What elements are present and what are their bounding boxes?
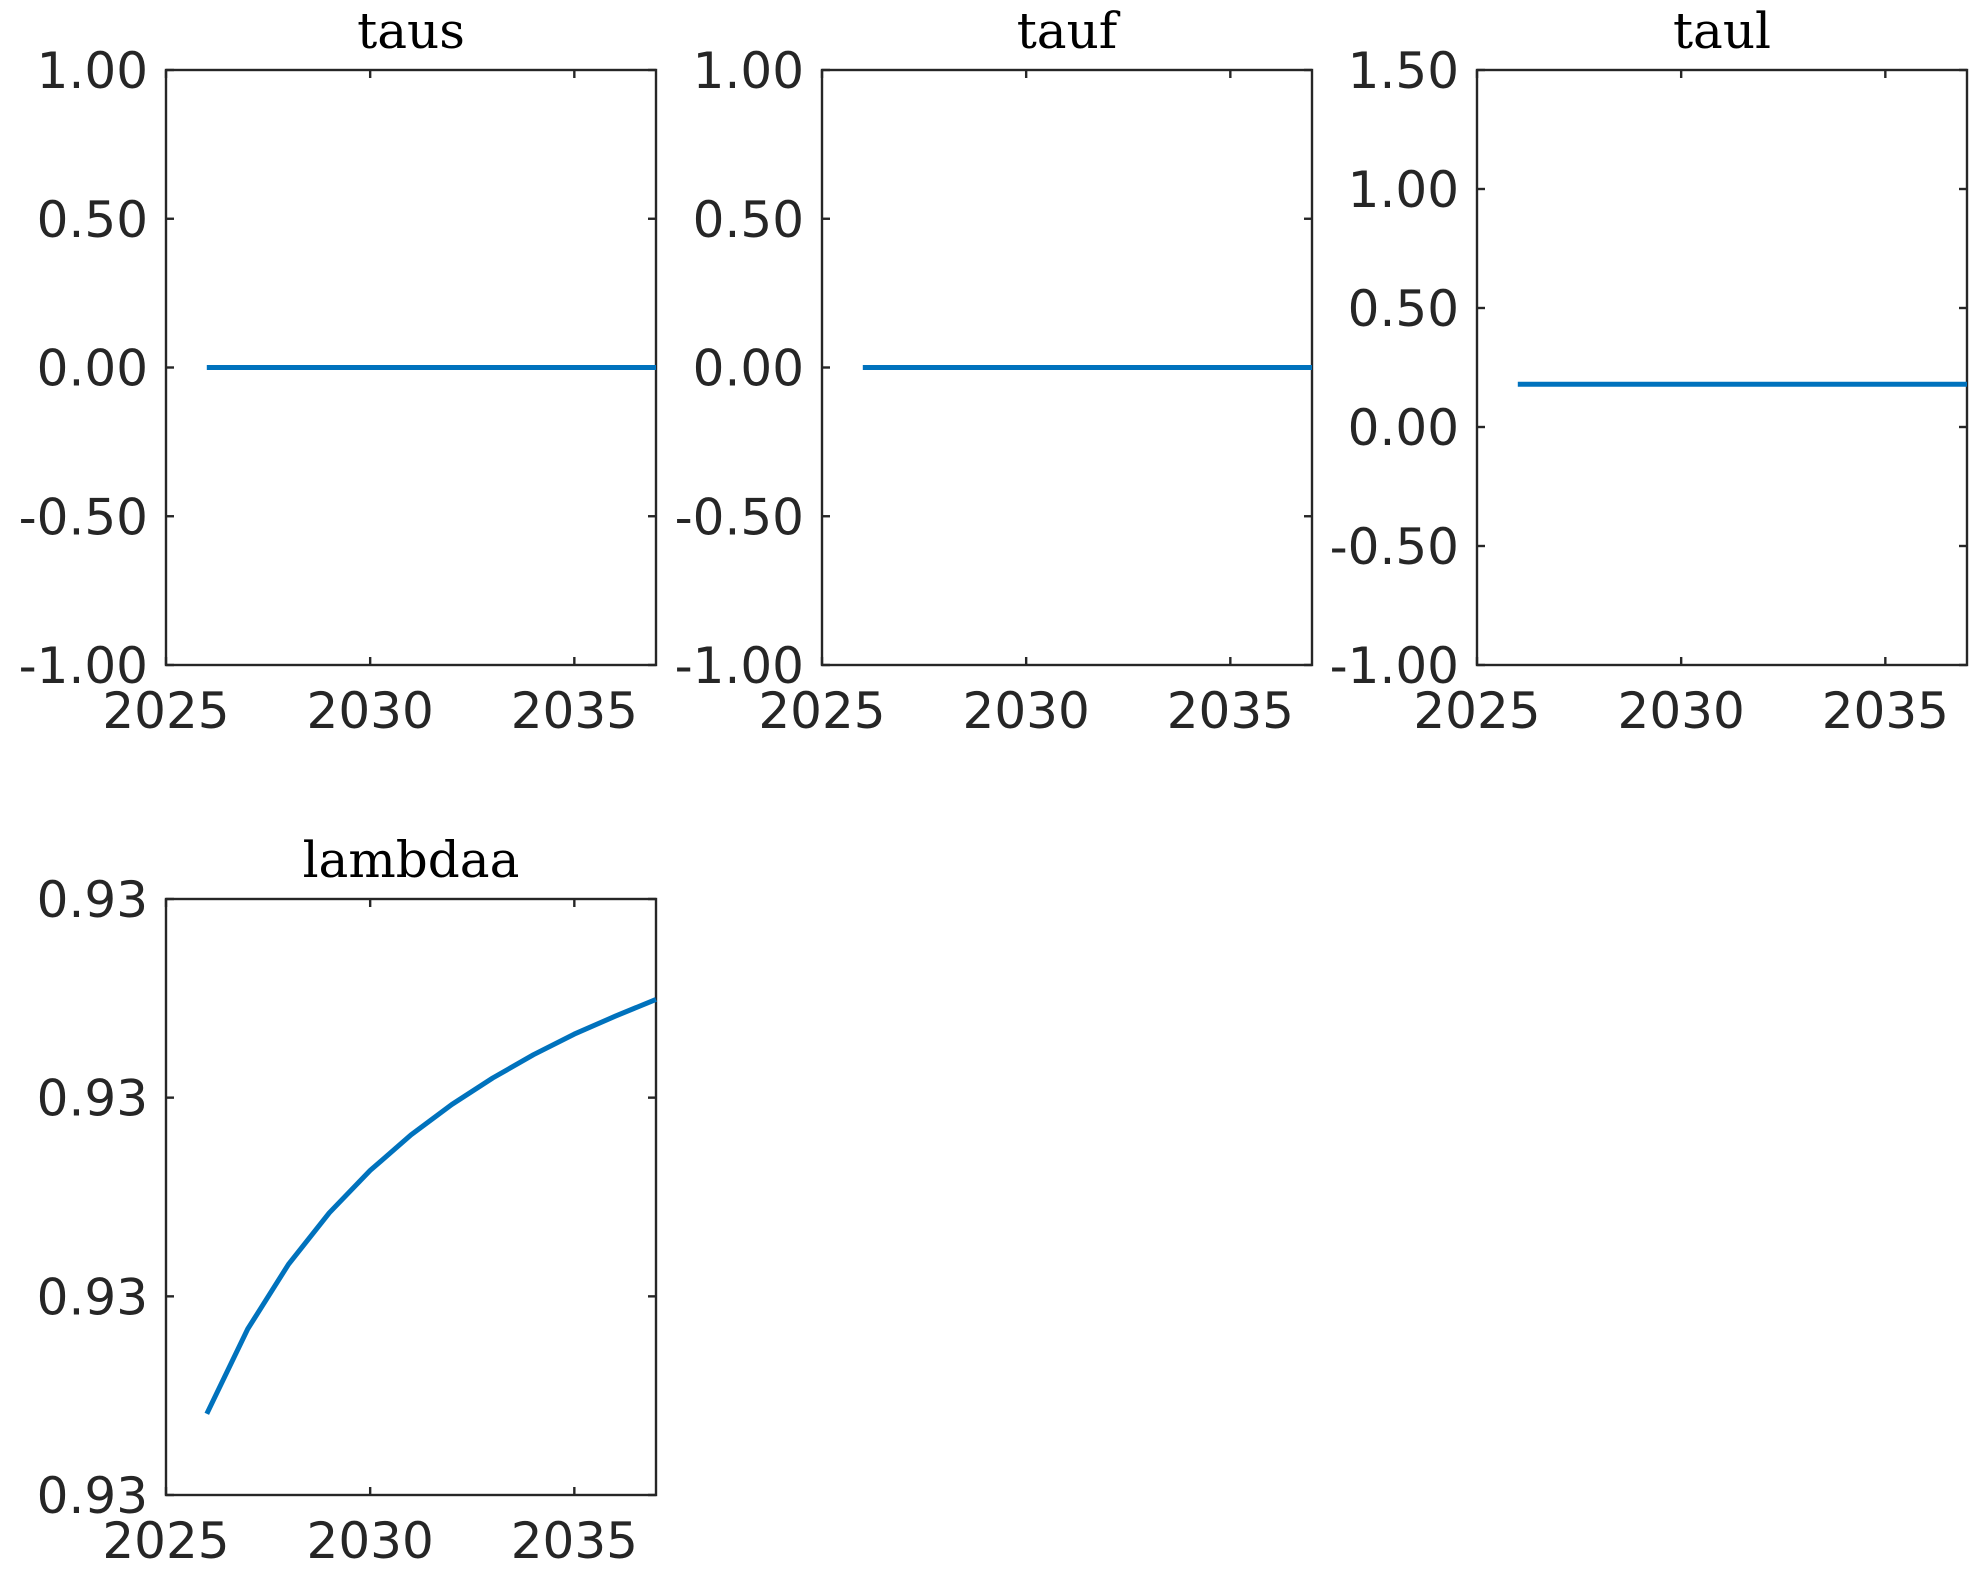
x-tick-label: 2025 bbox=[102, 682, 229, 740]
y-tick-label: -1.00 bbox=[19, 637, 148, 695]
x-tick-label: 2030 bbox=[1618, 682, 1745, 740]
x-tick-label: 2025 bbox=[1413, 682, 1540, 740]
panel-2: taul 2025 2030 2035 -1.00 -0.50 0.00 0.50 1.00 1.… bbox=[1330, 2, 1969, 740]
y-tick-label: 0.50 bbox=[693, 191, 804, 249]
panel-1: tauf 2025 2030 2035 -1.00 -0.50 0.00 0.50 1.00 bbox=[675, 2, 1314, 740]
chart-title: tauf bbox=[1017, 2, 1121, 60]
y-tick-label: 0.00 bbox=[1348, 399, 1459, 457]
chart-title: lambdaa bbox=[303, 831, 520, 889]
y-tick-label: -0.50 bbox=[675, 488, 804, 546]
y-tick-label: 0.50 bbox=[1348, 280, 1459, 338]
x-tick-label: 2030 bbox=[307, 1512, 434, 1570]
y-tick-label: 0.00 bbox=[37, 340, 148, 398]
axes-box bbox=[1475, 68, 1969, 667]
x-tick-label: 2035 bbox=[511, 1512, 638, 1570]
y-tick-label: 1.00 bbox=[693, 42, 804, 100]
x-tick-label: 2025 bbox=[102, 1512, 229, 1570]
y-tick-label: 0.93 bbox=[37, 871, 148, 929]
x-tick-label: 2035 bbox=[511, 682, 638, 740]
y-tick-label: 0.93 bbox=[37, 1268, 148, 1326]
y-tick-label: 0.93 bbox=[37, 1070, 148, 1128]
x-tick-label: 2030 bbox=[963, 682, 1090, 740]
y-tick-label: -0.50 bbox=[1330, 518, 1459, 576]
y-tick-label: -0.50 bbox=[19, 488, 148, 546]
chart-title: taus bbox=[357, 2, 465, 60]
y-tick-label: -1.00 bbox=[675, 637, 804, 695]
y-tick-label: 0.50 bbox=[37, 191, 148, 249]
y-tick-label: -1.00 bbox=[1330, 637, 1459, 695]
x-tick-label: 2035 bbox=[1822, 682, 1949, 740]
chart-title: taul bbox=[1673, 2, 1771, 60]
y-tick-label: 1.50 bbox=[1348, 42, 1459, 100]
panel-0: taus 2025 2030 2035 -1.00 -0.50 0.00 0.50 1.00 bbox=[19, 2, 658, 740]
y-tick-label: 1.00 bbox=[1348, 161, 1459, 219]
y-tick-label: 0.00 bbox=[693, 340, 804, 398]
panel-3: lambdaa 2025 2030 2035 0.93 0.93 0.93 0.93 bbox=[37, 831, 658, 1570]
x-tick-label: 2025 bbox=[758, 682, 885, 740]
y-tick-label: 0.93 bbox=[37, 1467, 148, 1525]
x-tick-label: 2035 bbox=[1167, 682, 1294, 740]
y-tick-label: 1.00 bbox=[37, 42, 148, 100]
axes-box bbox=[164, 897, 658, 1497]
series-line-0 bbox=[204, 997, 657, 1415]
x-tick-label: 2030 bbox=[307, 682, 434, 740]
